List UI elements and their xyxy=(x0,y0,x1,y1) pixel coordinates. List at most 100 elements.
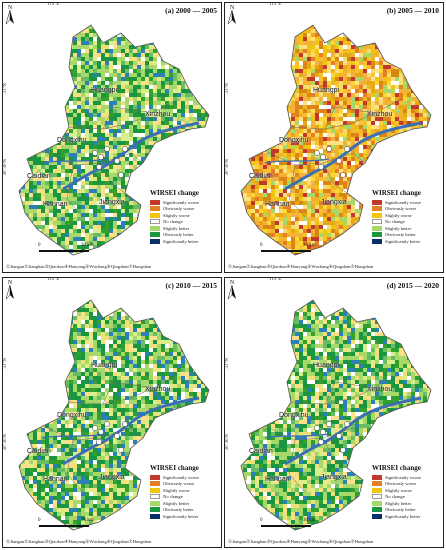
latitude-label-top: 31°N xyxy=(3,358,8,369)
scale-bar: 0 30 km xyxy=(260,518,321,533)
legend-item: Obviously better xyxy=(150,232,220,239)
legend-swatch xyxy=(150,238,160,244)
legend: WIRSEI change Significantly worse Obvious… xyxy=(150,189,220,245)
map-panel-2: (b) 2005 — 2010 115°E 31°N 30°30'N N Hua… xyxy=(224,2,444,273)
legend-label: Significantly worse xyxy=(385,199,421,205)
legend-title: WIRSEI change xyxy=(150,464,199,472)
legend: WIRSEI change Significantly worse Obvious… xyxy=(372,464,442,520)
legend-item: Slightly better xyxy=(150,500,220,507)
legend-label: No change xyxy=(163,219,183,225)
legend-item: Significantly worse xyxy=(372,474,442,481)
latitude-label-bottom: 30°30'N xyxy=(225,159,230,176)
district-footer: ①Jiangan②Jianghan③Qiaokou④Hanyang⑤Wuchan… xyxy=(6,264,152,269)
legend-item: Slightly better xyxy=(372,225,442,232)
district-footer: ①Jiangan②Jianghan③Qiaokou④Hanyang⑤Wuchan… xyxy=(6,539,152,544)
yangtze-river xyxy=(284,396,422,466)
central-district-markers xyxy=(92,421,128,453)
city-boundary xyxy=(240,299,432,531)
legend-item: Slightly worse xyxy=(150,487,220,494)
district-lines xyxy=(42,98,180,218)
central-district-markers xyxy=(92,146,128,178)
legend-item: Significantly better xyxy=(372,238,442,245)
legend-swatch xyxy=(372,507,382,513)
legend-label: Slightly worse xyxy=(385,212,412,218)
place-dongxihu: Dongxihu xyxy=(57,137,87,144)
legend-label: Significantly worse xyxy=(163,199,199,205)
legend-label: Slightly worse xyxy=(163,212,190,218)
legend: WIRSEI change Significantly worse Obvious… xyxy=(150,464,220,520)
map-graphic xyxy=(240,24,432,256)
legend-label: Significantly worse xyxy=(385,474,421,480)
legend-label: Slightly worse xyxy=(385,487,412,493)
han-river xyxy=(264,158,330,164)
north-label: N xyxy=(8,280,13,286)
place-caidian: Caidian xyxy=(249,448,273,455)
district-footer: ①Jiangan②Jianghan③Qiaokou④Hanyang⑤Wuchan… xyxy=(228,539,374,544)
scale-bar: 0 30 km xyxy=(38,518,99,533)
district-lines xyxy=(264,98,402,218)
place-xinzhou: Xinzhou xyxy=(145,111,171,118)
legend-item: Significantly worse xyxy=(372,199,442,206)
legend-swatch xyxy=(150,225,160,231)
map-panel-3: (c) 2010 — 2015 115°E 31°N 30°30'N N Hua… xyxy=(2,277,222,548)
legend-label: Obviously better xyxy=(163,232,194,238)
han-river xyxy=(42,433,108,439)
map-graphic xyxy=(240,299,432,531)
scale-distance: 30 km xyxy=(303,518,316,523)
scale-zero: 0 xyxy=(260,243,263,248)
legend-swatch xyxy=(372,225,382,231)
han-river xyxy=(42,158,108,164)
legend-label: Obviously better xyxy=(385,232,416,238)
legend-swatch xyxy=(372,481,382,487)
panel-title: (a) 2000 — 2005 xyxy=(165,6,217,15)
legend-swatch xyxy=(150,212,160,218)
panel-title: (c) 2010 — 2015 xyxy=(165,281,217,290)
place-jiangxia: Jiangxia xyxy=(99,199,125,206)
scale-zero: 0 xyxy=(38,243,41,248)
legend-item: Slightly better xyxy=(372,500,442,507)
legend-item: No change xyxy=(372,219,442,226)
north-label: N xyxy=(230,280,235,286)
legend-swatch xyxy=(150,199,160,205)
legend-label: Obviously worse xyxy=(163,481,195,487)
legend-swatch xyxy=(150,500,160,506)
map-graphic xyxy=(18,24,210,256)
central-district-markers xyxy=(314,421,350,453)
place-jiangxia: Jiangxia xyxy=(321,474,347,481)
legend-item: Significantly worse xyxy=(150,474,220,481)
longitude-label: 115°E xyxy=(47,277,60,282)
scale-bar: 0 30 km xyxy=(260,243,321,258)
place-dongxihu: Dongxihu xyxy=(279,412,309,419)
north-label: N xyxy=(8,5,13,11)
legend-title: WIRSEI change xyxy=(372,464,421,472)
city-boundary xyxy=(240,24,432,256)
legend-label: Obviously worse xyxy=(385,206,417,212)
legend-item: Slightly worse xyxy=(150,212,220,219)
latitude-label-bottom: 30°30'N xyxy=(3,159,8,176)
legend-label: Obviously better xyxy=(163,507,194,513)
legend-item: Obviously better xyxy=(372,507,442,514)
legend-swatch xyxy=(372,238,382,244)
legend: WIRSEI change Significantly worse Obvious… xyxy=(372,189,442,245)
north-arrow-icon: N xyxy=(5,280,14,300)
place-huangpi: Huangpi xyxy=(313,362,340,369)
legend-item: Significantly worse xyxy=(150,199,220,206)
legend-item: Obviously worse xyxy=(150,481,220,488)
scale-distance: 30 km xyxy=(81,243,94,248)
latitude-label-top: 31°N xyxy=(225,358,230,369)
north-label: N xyxy=(230,5,235,11)
place-dongxihu: Dongxihu xyxy=(57,412,87,419)
place-huangpi: Huangpi xyxy=(91,87,118,94)
legend-item: Obviously better xyxy=(372,232,442,239)
legend-swatch xyxy=(150,481,160,487)
place-caidian: Caidian xyxy=(249,173,273,180)
place-xinzhou: Xinzhou xyxy=(367,111,393,118)
legend-swatch xyxy=(150,206,160,212)
legend-swatch xyxy=(372,212,382,218)
legend-swatch xyxy=(150,513,160,519)
legend-label: Obviously better xyxy=(385,507,416,513)
legend-swatch xyxy=(150,232,160,238)
place-hannan: Hannan xyxy=(265,476,290,483)
latitude-label-bottom: 30°30'N xyxy=(3,434,8,451)
place-huangpi: Huangpi xyxy=(91,362,118,369)
